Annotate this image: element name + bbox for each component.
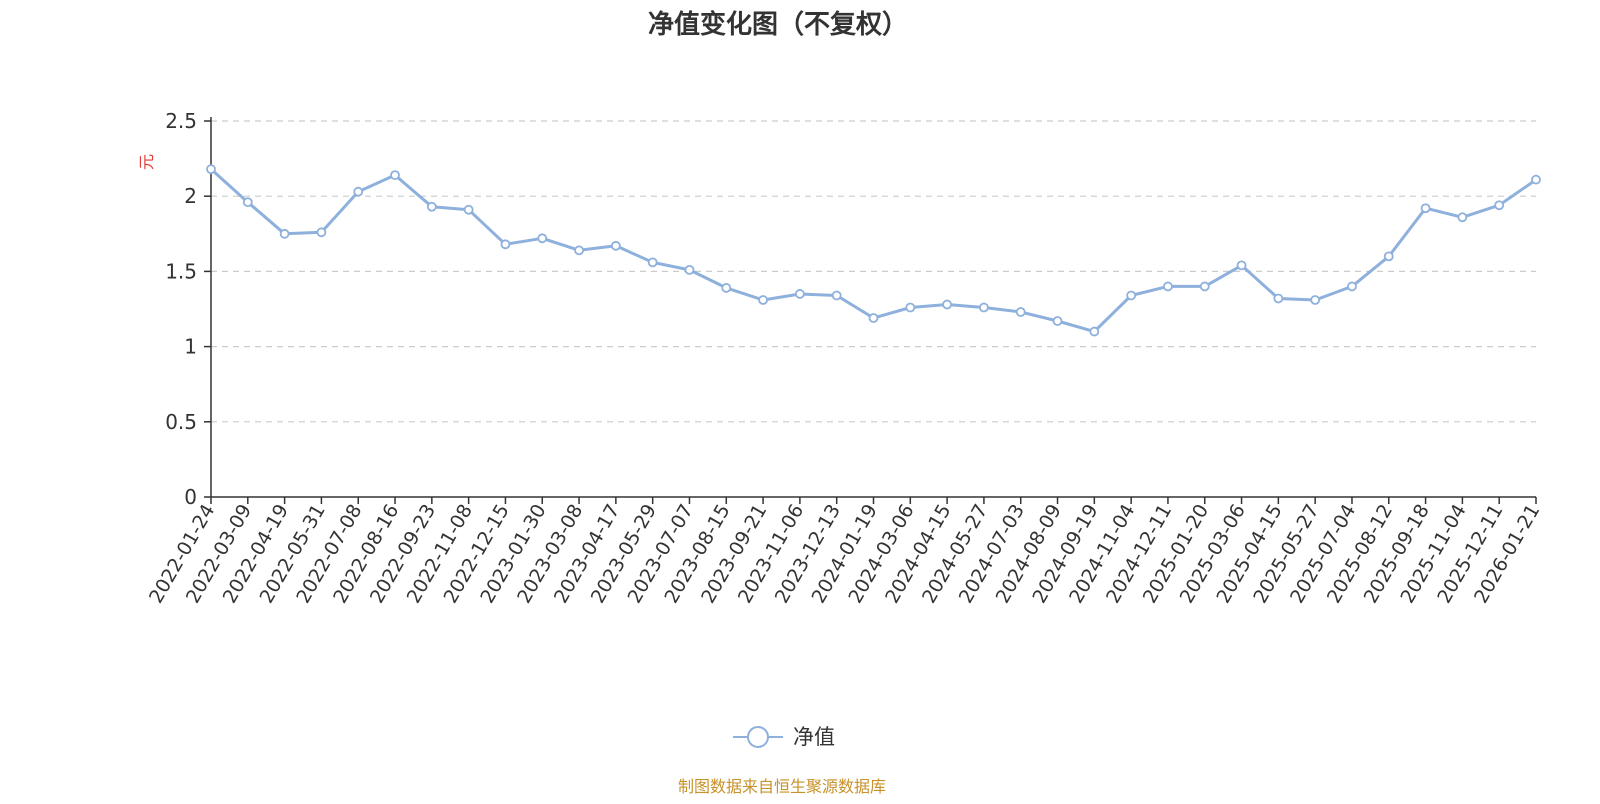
y-tick-label: 0 xyxy=(184,485,197,509)
y-tick-label: 1.5 xyxy=(165,259,197,283)
legend-circle-icon xyxy=(747,726,769,748)
data-point[interactable] xyxy=(647,257,658,268)
data-point[interactable] xyxy=(1089,326,1100,337)
data-point[interactable] xyxy=(353,186,364,197)
data-point[interactable] xyxy=(426,201,437,212)
data-point[interactable] xyxy=(794,289,805,299)
y-tick-label: 0.5 xyxy=(165,410,197,434)
data-source-note: 制图数据来自恒生聚源数据库 xyxy=(678,777,886,796)
data-point[interactable] xyxy=(1236,260,1247,271)
y-tick-label: 1 xyxy=(184,335,197,359)
data-point[interactable] xyxy=(1052,316,1063,326)
data-point[interactable] xyxy=(1457,212,1468,223)
y-axis-unit-label: 元 xyxy=(137,154,156,170)
data-point[interactable] xyxy=(831,290,842,301)
data-point[interactable] xyxy=(500,239,511,250)
legend-label: 净值 xyxy=(793,725,835,749)
data-point[interactable] xyxy=(1310,295,1321,305)
data-point[interactable] xyxy=(1420,203,1431,214)
data-point[interactable] xyxy=(206,164,216,175)
data-point[interactable] xyxy=(979,302,989,313)
y-tick-label: 2.5 xyxy=(165,109,197,133)
grid-layer xyxy=(211,120,1536,423)
data-point[interactable] xyxy=(1494,200,1505,211)
data-point[interactable] xyxy=(1126,290,1137,301)
y-tick-label: 2 xyxy=(184,184,197,208)
data-point[interactable] xyxy=(537,233,548,244)
data-point[interactable] xyxy=(868,313,879,323)
chart-title: 净值变化图（不复权） xyxy=(648,9,908,40)
legend[interactable]: 净值 xyxy=(733,725,835,749)
data-point[interactable] xyxy=(684,264,695,275)
data-point[interactable] xyxy=(316,227,327,238)
data-point[interactable] xyxy=(1273,293,1284,304)
data-point[interactable] xyxy=(390,170,400,181)
data-point[interactable] xyxy=(758,295,768,305)
data-point[interactable] xyxy=(463,204,474,215)
data-point[interactable] xyxy=(1347,281,1357,292)
data-point[interactable] xyxy=(574,245,584,256)
data-point[interactable] xyxy=(610,240,621,251)
data-point[interactable] xyxy=(242,197,253,208)
axis-layer: 00.511.522.52022-01-242022-03-092022-04-… xyxy=(145,109,1544,607)
data-point[interactable] xyxy=(1383,251,1394,262)
data-point[interactable] xyxy=(721,283,732,293)
data-point[interactable] xyxy=(1531,174,1541,185)
data-point[interactable] xyxy=(942,299,953,310)
data-point[interactable] xyxy=(279,228,290,239)
data-point[interactable] xyxy=(1163,281,1173,292)
data-point[interactable] xyxy=(905,302,916,313)
data-point[interactable] xyxy=(1015,307,1026,317)
data-point[interactable] xyxy=(1199,281,1210,292)
series-layer xyxy=(206,164,1541,337)
series-line xyxy=(209,167,1538,334)
